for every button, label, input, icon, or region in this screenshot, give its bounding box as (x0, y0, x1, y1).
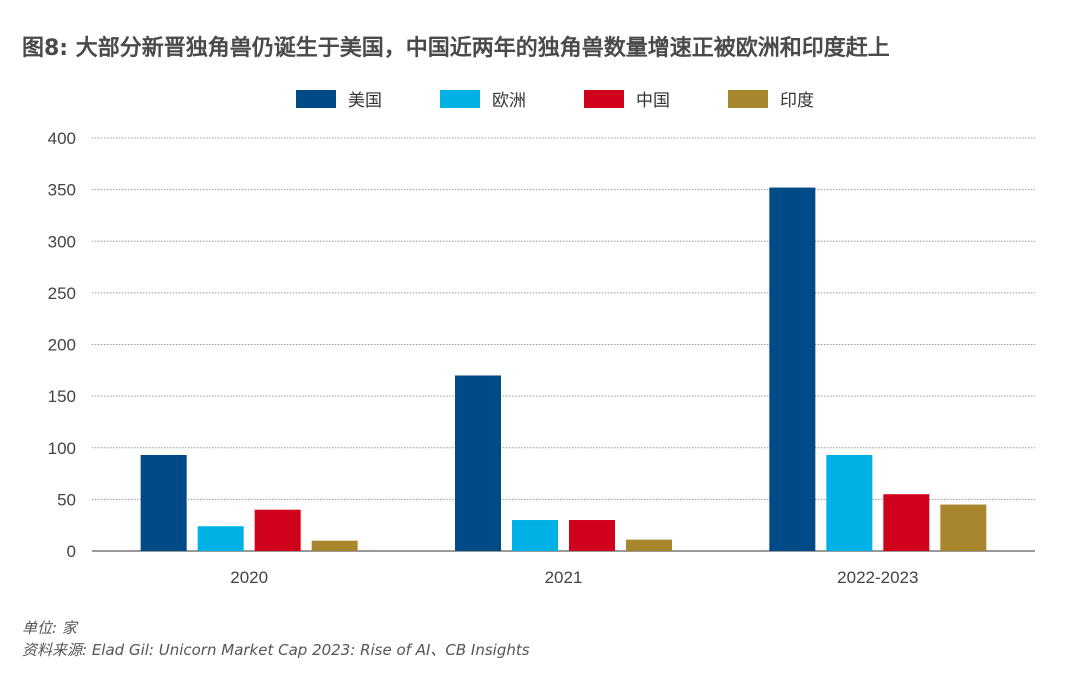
legend-item: 中国 (584, 86, 670, 111)
legend-swatch (440, 89, 480, 108)
bar-2020-中国 (254, 509, 301, 551)
y-tick-label: 150 (48, 387, 76, 406)
x-tick-label: 2020 (230, 568, 268, 587)
footer: 单位: 家 资料来源: Elad Gil: Unicorn Market Cap… (22, 617, 530, 661)
chart-title: 图8: 大部分新晋独角兽仍诞生于美国，中国近两年的独角兽数量增速正被欧洲和印度赶… (22, 36, 890, 61)
y-tick-label: 100 (48, 439, 76, 458)
source-note: 资料来源: Elad Gil: Unicorn Market Cap 2023:… (22, 641, 530, 659)
y-tick-label: 200 (48, 336, 76, 355)
bar-2021-中国 (569, 520, 615, 551)
legend-label: 中国 (636, 91, 670, 111)
legend-label: 美国 (348, 91, 382, 111)
bar-2020-印度 (311, 540, 358, 551)
bar-2020-欧洲 (197, 526, 244, 551)
bar-2022-2023-美国 (769, 187, 816, 551)
bar-2021-印度 (626, 539, 672, 551)
y-tick-label: 300 (48, 232, 76, 251)
unit-note: 单位: 家 (22, 619, 77, 637)
legend-swatch (728, 89, 768, 108)
bar-2020-美国 (140, 454, 187, 551)
bar-2022-2023-欧洲 (826, 454, 873, 551)
legend: 美国 欧洲 中国 印度 (0, 86, 1080, 111)
y-tick-label: 50 (57, 490, 76, 509)
legend-item: 美国 (296, 86, 382, 111)
bar-2021-欧洲 (512, 520, 558, 551)
legend-item: 欧洲 (440, 86, 526, 111)
legend-swatch (296, 89, 336, 108)
y-tick-label: 400 (48, 129, 76, 148)
legend-swatch (584, 89, 624, 108)
x-tick-label: 2022-2023 (837, 568, 918, 587)
x-tick-label: 2021 (545, 568, 583, 587)
bar-2022-2023-印度 (940, 504, 987, 551)
legend-label: 印度 (780, 91, 814, 111)
bar-2022-2023-中国 (883, 494, 930, 551)
y-tick-label: 250 (48, 284, 76, 303)
y-tick-label: 350 (48, 181, 76, 200)
y-tick-label: 0 (67, 542, 76, 561)
legend-item: 印度 (728, 86, 814, 111)
bar-2021-美国 (455, 375, 501, 551)
legend-label: 欧洲 (492, 91, 526, 111)
